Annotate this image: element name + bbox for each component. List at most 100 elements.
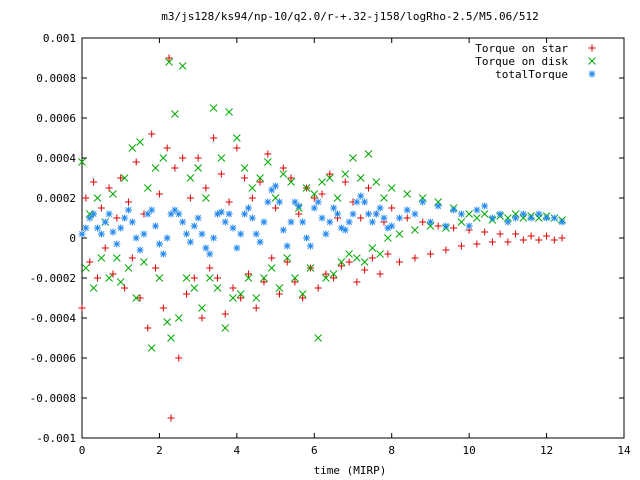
data-point xyxy=(279,226,287,234)
data-point xyxy=(210,234,218,242)
data-point xyxy=(155,274,164,282)
x-tick-label: 10 xyxy=(463,444,476,457)
data-point xyxy=(291,198,299,206)
data-point xyxy=(368,244,377,252)
data-point xyxy=(306,242,314,250)
data-point xyxy=(303,234,311,242)
data-point xyxy=(225,198,233,206)
x-tick-label: 14 xyxy=(617,444,631,457)
data-point xyxy=(101,244,109,252)
data-point xyxy=(364,210,372,218)
x-tick-label: 0 xyxy=(79,444,86,457)
data-point xyxy=(287,174,295,182)
data-point xyxy=(388,204,396,212)
data-point xyxy=(341,178,349,186)
series-cross xyxy=(78,58,566,352)
data-point xyxy=(426,218,434,226)
data-point xyxy=(403,214,411,222)
data-point xyxy=(167,414,175,422)
data-point xyxy=(97,204,105,212)
data-point xyxy=(473,240,481,248)
data-point xyxy=(504,238,512,246)
data-point xyxy=(345,258,353,266)
data-point xyxy=(322,230,330,238)
data-point xyxy=(298,290,307,298)
data-point xyxy=(337,258,346,266)
data-point xyxy=(388,222,396,230)
data-point xyxy=(198,314,206,322)
data-point xyxy=(229,224,237,232)
data-point xyxy=(519,236,527,244)
data-point xyxy=(376,204,384,212)
data-point xyxy=(229,284,237,292)
series-star xyxy=(78,182,566,258)
data-point xyxy=(124,206,132,214)
data-point xyxy=(364,184,372,192)
data-point xyxy=(376,270,384,278)
data-point xyxy=(287,178,295,186)
data-point xyxy=(291,278,299,286)
data-point xyxy=(190,274,198,282)
data-point xyxy=(210,134,218,142)
data-point xyxy=(93,224,101,232)
data-point xyxy=(248,214,256,222)
y-tick-label: -0.0004 xyxy=(30,312,77,325)
data-point xyxy=(194,214,202,222)
data-point xyxy=(174,314,183,322)
data-point xyxy=(337,262,345,270)
data-point xyxy=(82,224,90,232)
data-point xyxy=(376,250,384,258)
data-point xyxy=(97,230,105,238)
plot-frame xyxy=(81,37,625,439)
data-point xyxy=(543,214,551,222)
data-point xyxy=(213,284,222,292)
data-point xyxy=(306,264,315,272)
data-point xyxy=(310,190,319,198)
data-point xyxy=(86,214,94,222)
data-point xyxy=(155,190,163,198)
data-point xyxy=(136,294,144,302)
y-tick-label: 0.001 xyxy=(43,32,76,45)
data-point xyxy=(148,206,156,214)
data-point xyxy=(194,164,202,172)
y-tick-label: -0.001 xyxy=(36,432,76,445)
data-point xyxy=(283,258,291,266)
data-point xyxy=(345,250,353,258)
data-point xyxy=(380,214,388,222)
data-point xyxy=(198,304,206,312)
data-point xyxy=(349,210,357,218)
data-point xyxy=(322,270,330,278)
data-point xyxy=(165,58,173,66)
data-point xyxy=(267,264,276,272)
series-plus xyxy=(78,54,566,422)
data-point xyxy=(353,278,361,286)
data-point xyxy=(535,236,543,244)
data-point xyxy=(221,218,229,226)
data-point xyxy=(272,182,280,190)
data-point xyxy=(109,228,117,236)
data-point xyxy=(481,202,489,210)
data-point xyxy=(205,274,214,282)
data-point xyxy=(419,198,427,206)
data-point xyxy=(117,224,125,232)
data-point xyxy=(473,214,481,222)
data-point xyxy=(159,250,167,258)
data-point xyxy=(326,218,334,226)
data-point xyxy=(82,264,90,272)
data-point xyxy=(179,154,187,162)
data-point xyxy=(353,198,361,206)
data-point xyxy=(383,234,392,242)
data-point xyxy=(291,274,299,282)
data-point xyxy=(171,164,179,172)
data-point xyxy=(171,206,179,214)
data-point xyxy=(236,290,245,298)
data-point xyxy=(128,144,137,152)
data-point xyxy=(202,184,210,192)
data-point xyxy=(82,194,90,202)
data-point xyxy=(206,250,214,258)
data-point xyxy=(387,184,396,192)
data-point xyxy=(357,214,365,222)
data-point xyxy=(182,274,191,282)
data-point xyxy=(93,194,102,202)
